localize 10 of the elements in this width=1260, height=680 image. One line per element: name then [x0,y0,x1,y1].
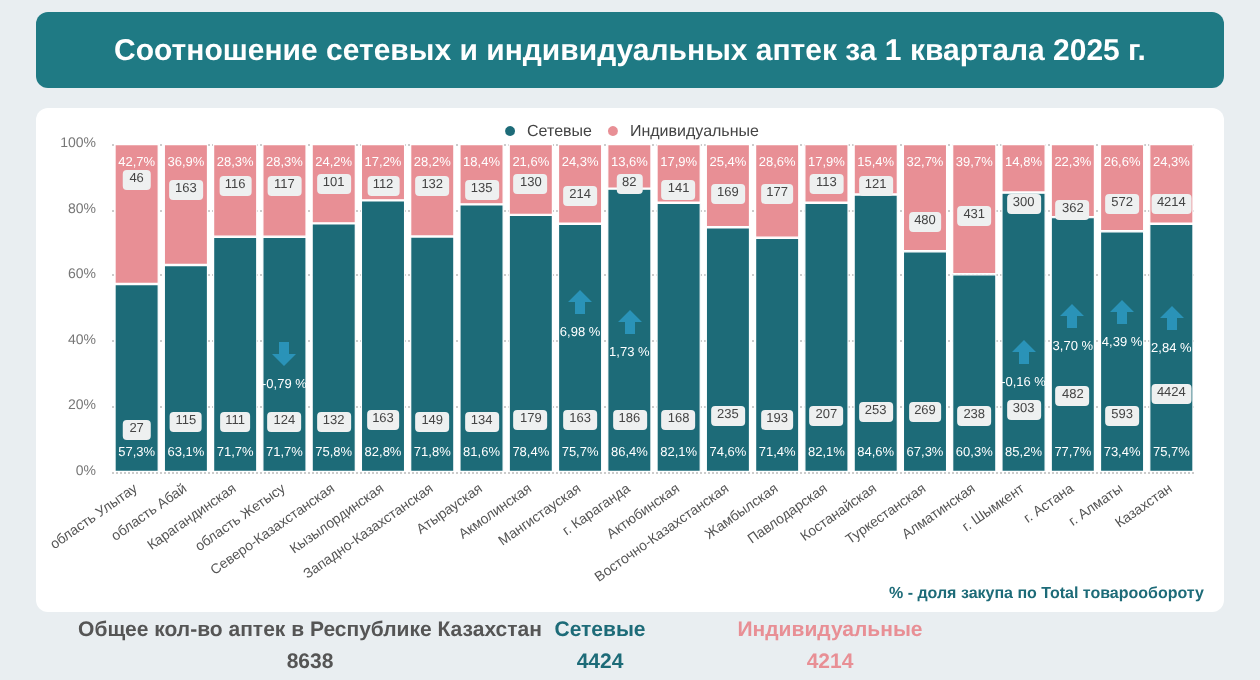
legend-label: Сетевые [527,122,594,140]
legend-label: Индивидуальные [629,122,761,140]
text: Сетевые [554,618,646,642]
text: 8638 [284,650,336,674]
text: 4424 [574,650,626,674]
text: 4214 [804,650,856,674]
text: Индивидуальные [735,618,925,642]
chart-title: Соотношение сетевых и индивидуальных аптек за 1 квартала 2025 г. [36,12,1224,88]
text: % - доля закупа по Total товарообороту [888,584,1204,602]
text: Общее кол-во аптек в Республике Казахстан [78,618,542,642]
